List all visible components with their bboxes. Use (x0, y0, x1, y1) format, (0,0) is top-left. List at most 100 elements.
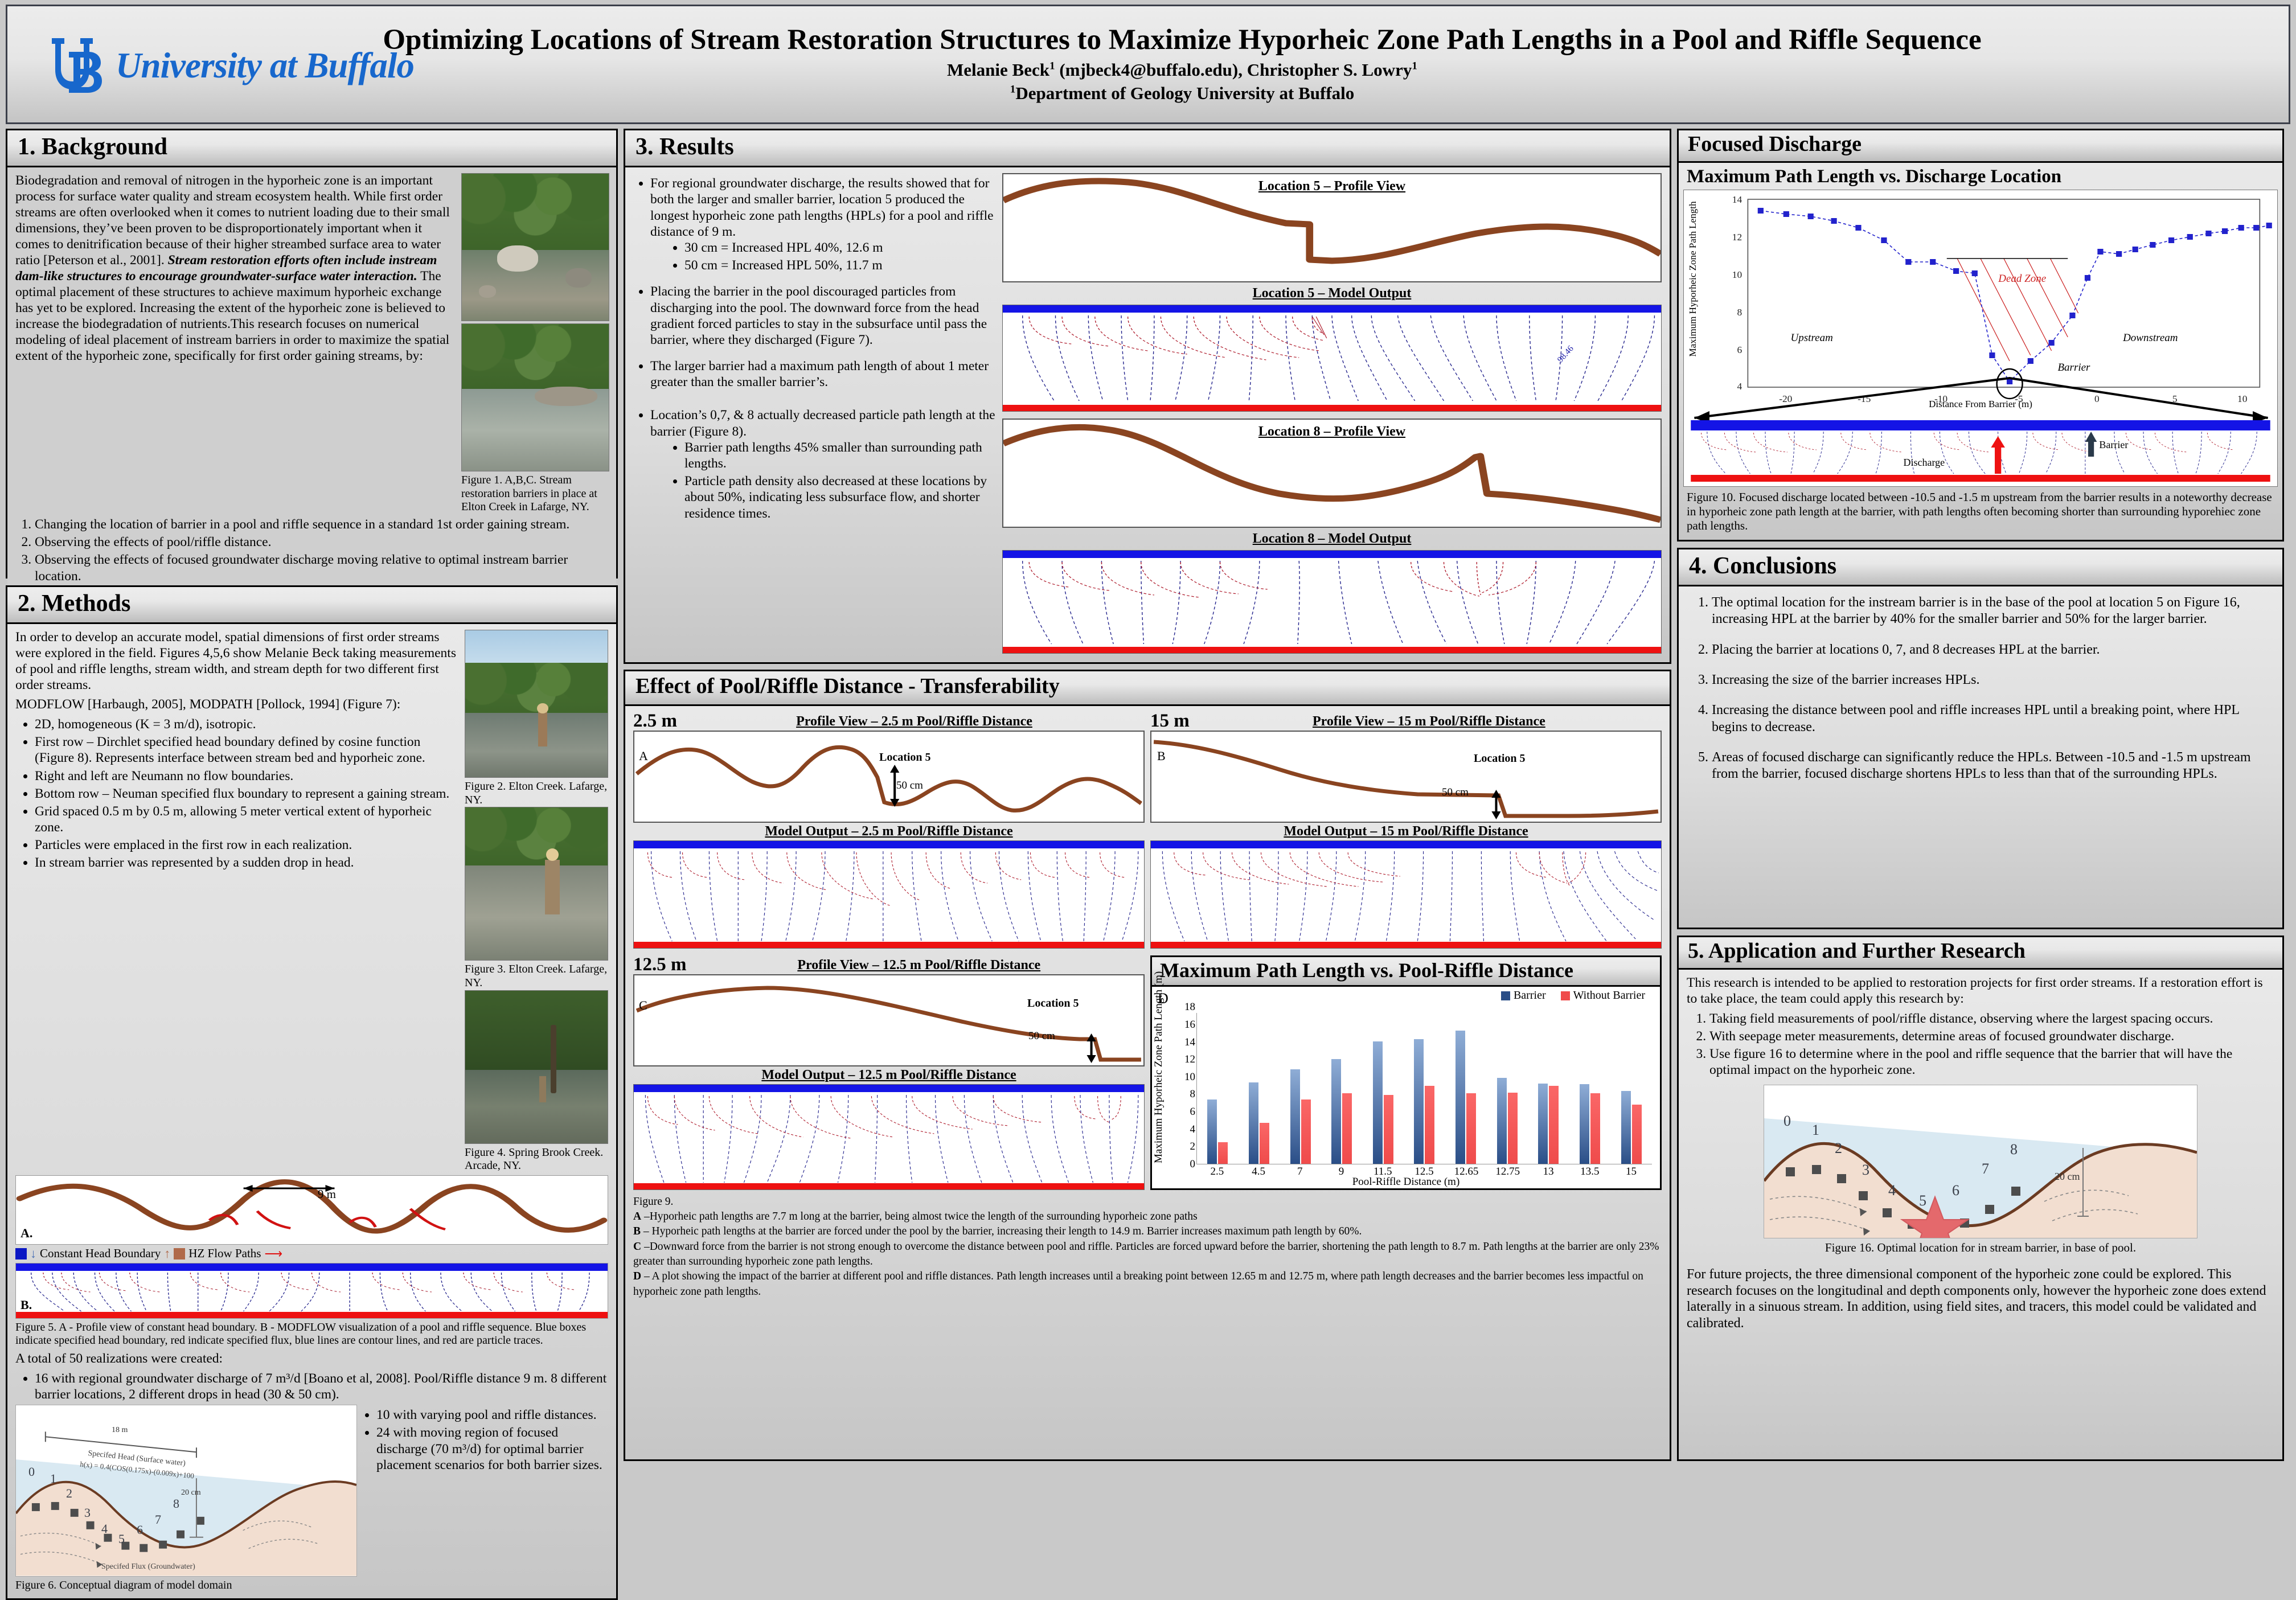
figure-9-c: C –Downward force from the barrier is no… (633, 1240, 1659, 1268)
list-item: Changing the location of barrier in a po… (35, 516, 608, 532)
svg-text:8: 8 (1737, 307, 1742, 318)
column-middle: 3. Results For regional groundwater disc… (624, 129, 1671, 1461)
x-tick-label: 13.5 (1580, 1165, 1600, 1178)
list-item: Increasing the size of the barrier incre… (1712, 672, 2274, 688)
size-label-15m: 15 m (1150, 710, 1190, 731)
panel-results-header: 3. Results (625, 130, 1670, 168)
figure-6-num-5: 5 (118, 1532, 125, 1546)
author-sup2: 1 (1412, 60, 1417, 72)
figure-2-photo (465, 630, 608, 778)
background-objectives-list: Changing the location of barrier in a po… (15, 516, 608, 584)
bullet-text: For regional groundwater discharge, the … (650, 176, 994, 239)
figure-location5-model-title: Location 5 – Model Output (1252, 286, 1412, 301)
x-tick-label: 13 (1543, 1165, 1554, 1178)
down-arrow-icon: ↓ (30, 1246, 36, 1261)
list-item: Particle path density also decreased at … (684, 473, 998, 522)
panel-focused-title: Focused Discharge (1688, 132, 1862, 156)
chart-plot-area: Maximum Hyporheic Zone Path Length (m) 0… (1152, 971, 1660, 1188)
figure-5b-model: B. (15, 1262, 608, 1319)
chart-y-ticks: 0 2 4 6 8 10 12 14 16 18 (1175, 1001, 1196, 1170)
figure-16-num-4: 4 (1888, 1182, 1896, 1199)
list-item: Particles were emplaced in the first row… (35, 837, 459, 853)
panel-background: 1. Background Biodegradation and removal… (6, 129, 618, 592)
x-tick-label: 12.5 (1414, 1165, 1434, 1178)
bar-barrier (1290, 1069, 1300, 1164)
x-tick-label: 4.5 (1252, 1165, 1265, 1178)
figure-profile-15m: B Location 5 50 cm (1150, 730, 1662, 823)
constant-head-swatch (15, 1248, 27, 1260)
chart-y-axis-label: Maximum Hyporheic Zone Path Length (m) (1153, 971, 1165, 1164)
bar-group (1621, 1013, 1642, 1164)
figure-9-d: D – A plot showing the impact of the bar… (633, 1270, 1643, 1298)
panel-background-header: 1. Background (7, 130, 616, 168)
figure-model-2-5m (633, 840, 1145, 949)
bar-group (1414, 1013, 1435, 1164)
figure-5b-label: B. (20, 1297, 32, 1312)
column-left: 1. Background Biodegradation and removal… (6, 129, 618, 1600)
list-item: 24 with moving region of focused dischar… (376, 1425, 608, 1473)
bar-group (1248, 1013, 1269, 1164)
application-intro: This research is intended to be applied … (1687, 975, 2263, 1006)
realizations-intro: A total of 50 realizations were created: (15, 1351, 223, 1366)
figure-6-num-7: 7 (155, 1512, 161, 1527)
figure-location8-profile-title: Location 8 – Profile View (1258, 424, 1406, 440)
bar-group (1538, 1013, 1559, 1164)
drop-label-15m: 50 cm (1442, 786, 1469, 798)
bar-without-barrier (1425, 1086, 1435, 1164)
chart-letter-d: D (1158, 990, 1168, 1007)
panel-methods-body: In order to develop an accurate model, s… (7, 624, 616, 1598)
ub-logo-text: University at Buffalo (116, 45, 415, 85)
panel-conclusions-header: 4. Conclusions (1679, 549, 2282, 587)
column-right: Focused Discharge Maximum Path Length vs… (1677, 129, 2284, 1461)
size-label-2-5m: 2.5 m (633, 710, 677, 731)
chart-pool-riffle-header: Maximum Path Length vs. Pool-Riffle Dist… (1152, 957, 1660, 987)
dept-text: Department of Geology University at Buff… (1015, 83, 1355, 103)
author-rest: (mjbeck4@buffalo.edu), Christopher S. Lo… (1055, 59, 1412, 80)
legend-constant-head-label: Constant Head Boundary (40, 1246, 161, 1261)
panel-application-title: 5. Application and Further Research (1688, 939, 2026, 963)
bar-group (1456, 1013, 1477, 1164)
y-tick-label: 8 (1190, 1088, 1196, 1101)
bar-barrier (1456, 1031, 1466, 1164)
panel-transferability-header: Effect of Pool/Riffle Distance - Transfe… (625, 671, 1670, 706)
bar-without-barrier (1218, 1142, 1228, 1164)
bar-group (1290, 1013, 1311, 1164)
panel-application-body: This research is intended to be applied … (1679, 969, 2282, 1459)
y-tick-label: 16 (1184, 1018, 1195, 1031)
panel-transferability-title: Effect of Pool/Riffle Distance - Transfe… (636, 674, 1060, 698)
list-item: 16 with regional groundwater discharge o… (35, 1371, 608, 1402)
list-item: 50 cm = Increased HPL 50%, 11.7 m (684, 257, 998, 273)
realizations-list-1: 16 with regional groundwater discharge o… (15, 1371, 608, 1402)
annotation-downstream: Downstream (2123, 332, 2178, 344)
x-tick-label: 12.65 (1454, 1165, 1479, 1178)
model-title-2-5m: Model Output – 2.5 m Pool/Riffle Distanc… (765, 823, 1013, 839)
svg-text:4: 4 (1737, 381, 1742, 392)
figure-profile-2-5m: A Location 5 50 cm (633, 730, 1145, 823)
figure-16-num-7: 7 (1982, 1160, 1989, 1178)
svg-text:14: 14 (1732, 194, 1742, 205)
model-title-15m: Model Output – 15 m Pool/Riffle Distance (1284, 823, 1528, 839)
author-sup: 1 (1049, 60, 1055, 72)
chart-x-labels: 2.5 4.5 7 9 11.5 12.5 12.65 12.75 13 13.5 15 (1196, 1166, 1652, 1178)
figure-16-diagram: 0 1 2 3 4 5 6 7 8 20 cm (1764, 1085, 2197, 1239)
x-tick-label: 9 (1338, 1165, 1344, 1178)
panel-letter-a: A (639, 748, 648, 763)
list-item: Taking field measurements of pool/riffle… (1709, 1011, 2274, 1027)
model-title-12-5m: Model Output – 12.5 m Pool/Riffle Distan… (761, 1067, 1016, 1082)
drop-label-2-5m: 50 cm (896, 779, 923, 791)
list-item: Increasing the distance between pool and… (1712, 702, 2274, 736)
location-label-2-5m: Location 5 (879, 750, 931, 764)
figure-6-num-0: 0 (28, 1464, 35, 1479)
list-item: Areas of focused discharge can significa… (1712, 749, 2274, 783)
list-item: Observing the effects of focused groundw… (35, 552, 608, 584)
panel-conclusions-title: 4. Conclusions (1689, 553, 1837, 579)
annotation-upstream: Upstream (1790, 332, 1833, 344)
transferability-right: 15 m Profile View – 15 m Pool/Riffle Dis… (1150, 710, 1662, 1190)
y-tick-label: 4 (1190, 1123, 1196, 1135)
figure-model-15m (1150, 840, 1662, 949)
panel-methods: 2. Methods In order to develop an accura… (6, 585, 618, 1600)
author-first: Melanie Beck (947, 59, 1049, 80)
methods-paragraph-1: In order to develop an accurate model, s… (15, 630, 456, 693)
list-item: Bottom row – Neuman specified flux bound… (35, 786, 459, 802)
chart-pool-riffle-plot: D Barrier Without Barrier Maximum Hyporh… (1152, 971, 1660, 1188)
